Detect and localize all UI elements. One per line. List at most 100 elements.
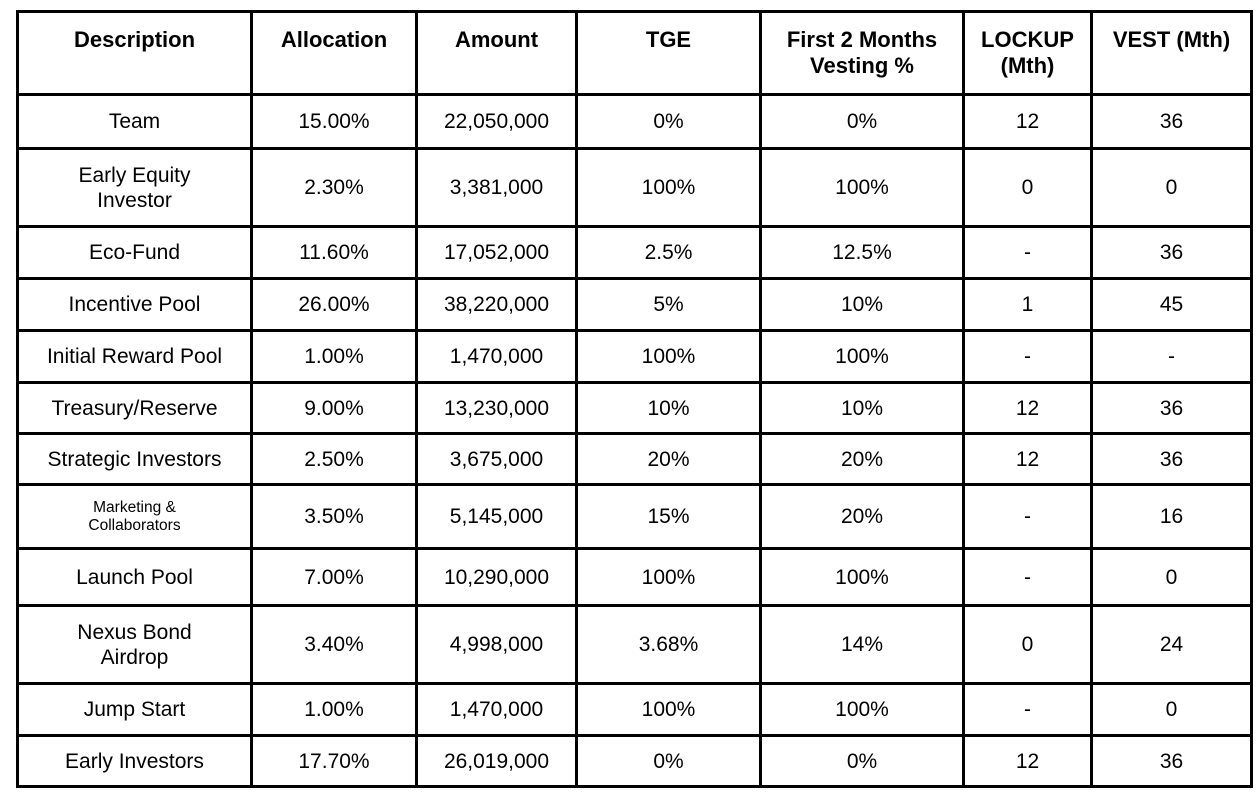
cell-vesting2m: 20%	[759, 432, 965, 486]
cell-allocation: 15.00%	[250, 93, 418, 150]
table-row: Launch Pool 7.00% 10,290,000 100% 100% -0	[16, 547, 1253, 607]
table-row: Jump Start 1.00% 1,470,000 100% 100% -0	[16, 682, 1253, 737]
cell-amount: 10,290,000	[415, 547, 578, 607]
table-row: Early Equity Investor 2.30% 3,381,000 100% 1…	[16, 147, 1253, 228]
cell-lockup: -	[962, 329, 1093, 384]
cell-vest: 0	[1090, 147, 1253, 228]
cell-description: Nexus Bond Airdrop	[16, 604, 253, 685]
cell-tge: 100%	[575, 147, 762, 228]
cell-vest: 36	[1090, 93, 1253, 150]
cell-description: Incentive Pool	[16, 277, 253, 332]
column-header-vest: VEST (Mth)	[1090, 10, 1253, 96]
cell-tge: 5%	[575, 277, 762, 332]
cell-amount: 13,230,000	[415, 381, 578, 435]
cell-amount: 17,052,000	[415, 225, 578, 280]
cell-lockup: -	[962, 682, 1093, 737]
cell-allocation: 26.00%	[250, 277, 418, 332]
cell-description: Strategic Investors	[16, 432, 253, 486]
cell-description: Marketing & Collaborators	[16, 483, 253, 550]
column-header-description: Description	[16, 10, 253, 96]
cell-vest: 0	[1090, 682, 1253, 737]
cell-allocation: 7.00%	[250, 547, 418, 607]
cell-amount: 38,220,000	[415, 277, 578, 332]
cell-vest: 0	[1090, 547, 1253, 607]
cell-vesting2m: 100%	[759, 147, 965, 228]
cell-vesting2m: 12.5%	[759, 225, 965, 280]
table-row: Team 15.00% 22,050,000 0% 0% 12 36	[16, 93, 1253, 150]
cell-vesting2m: 100%	[759, 682, 965, 737]
cell-vest: 36	[1090, 225, 1253, 280]
column-header-allocation: Allocation	[250, 10, 418, 96]
cell-vest: 16	[1090, 483, 1253, 550]
cell-allocation: 17.70%	[250, 734, 418, 788]
cell-lockup: -	[962, 483, 1093, 550]
cell-tge: 100%	[575, 682, 762, 737]
cell-vest: 24	[1090, 604, 1253, 685]
cell-amount: 22,050,000	[415, 93, 578, 150]
cell-allocation: 9.00%	[250, 381, 418, 435]
cell-vest: 36	[1090, 734, 1253, 788]
cell-tge: 20%	[575, 432, 762, 486]
cell-tge: 3.68%	[575, 604, 762, 685]
cell-amount: 3,675,000	[415, 432, 578, 486]
cell-vesting2m: 100%	[759, 329, 965, 384]
header-row: Description Allocation Amount TGE First 2 Mo…	[16, 10, 1253, 96]
cell-description: Eco-Fund	[16, 225, 253, 280]
cell-allocation: 1.00%	[250, 329, 418, 384]
column-header-vesting2m: First 2 Months Vesting %	[759, 10, 965, 96]
cell-amount: 1,470,000	[415, 329, 578, 384]
cell-vest: 45	[1090, 277, 1253, 332]
cell-lockup: 12	[962, 381, 1093, 435]
cell-amount: 3,381,000	[415, 147, 578, 228]
cell-amount: 26,019,000	[415, 734, 578, 788]
column-header-amount: Amount	[415, 10, 578, 96]
cell-tge: 10%	[575, 381, 762, 435]
cell-lockup: 12	[962, 93, 1093, 150]
cell-tge: 15%	[575, 483, 762, 550]
cell-vesting2m: 20%	[759, 483, 965, 550]
cell-vest: -	[1090, 329, 1253, 384]
table-row: Initial Reward Pool 1.00% 1,470,000 100% 100…	[16, 329, 1253, 384]
cell-lockup: -	[962, 225, 1093, 280]
cell-vest: 36	[1090, 381, 1253, 435]
cell-description: Early Equity Investor	[16, 147, 253, 228]
cell-lockup: 1	[962, 277, 1093, 332]
cell-vest: 36	[1090, 432, 1253, 486]
cell-vesting2m: 0%	[759, 93, 965, 150]
cell-description: Treasury/Reserve	[16, 381, 253, 435]
cell-tge: 100%	[575, 329, 762, 384]
vesting-table: Description Allocation Amount TGE First 2 Mo…	[16, 10, 1253, 788]
table-row: Early Investors 17.70% 26,019,000 0% 0% 12 36	[16, 734, 1253, 788]
cell-allocation: 3.40%	[250, 604, 418, 685]
cell-amount: 5,145,000	[415, 483, 578, 550]
cell-lockup: 12	[962, 734, 1093, 788]
cell-description: Early Investors	[16, 734, 253, 788]
cell-allocation: 11.60%	[250, 225, 418, 280]
table-row: Treasury/Reserve 9.00% 13,230,000 10% 10% 12 3…	[16, 381, 1253, 435]
cell-allocation: 1.00%	[250, 682, 418, 737]
cell-vesting2m: 10%	[759, 381, 965, 435]
table-row: Nexus Bond Airdrop 3.40% 4,998,000 3.68% 14%…	[16, 604, 1253, 685]
table-row: Eco-Fund 11.60% 17,052,000 2.5% 12.5% -36	[16, 225, 1253, 280]
cell-vesting2m: 10%	[759, 277, 965, 332]
cell-description: Launch Pool	[16, 547, 253, 607]
cell-tge: 100%	[575, 547, 762, 607]
table-row: Marketing & Collaborators 3.50% 5,145,000 1…	[16, 483, 1253, 550]
cell-description: Team	[16, 93, 253, 150]
cell-tge: 0%	[575, 93, 762, 150]
cell-lockup: 0	[962, 604, 1093, 685]
cell-amount: 4,998,000	[415, 604, 578, 685]
cell-description: Initial Reward Pool	[16, 329, 253, 384]
table-body: Team 15.00% 22,050,000 0% 0% 12 36 Early Equity…	[16, 93, 1253, 788]
cell-vesting2m: 0%	[759, 734, 965, 788]
table-row: Incentive Pool 26.00% 38,220,000 5% 10% 1 45	[16, 277, 1253, 332]
cell-description: Jump Start	[16, 682, 253, 737]
cell-allocation: 2.30%	[250, 147, 418, 228]
cell-allocation: 3.50%	[250, 483, 418, 550]
column-header-lockup: LOCKUP (Mth)	[962, 10, 1093, 96]
cell-lockup: 12	[962, 432, 1093, 486]
cell-tge: 2.5%	[575, 225, 762, 280]
cell-allocation: 2.50%	[250, 432, 418, 486]
column-header-tge: TGE	[575, 10, 762, 96]
